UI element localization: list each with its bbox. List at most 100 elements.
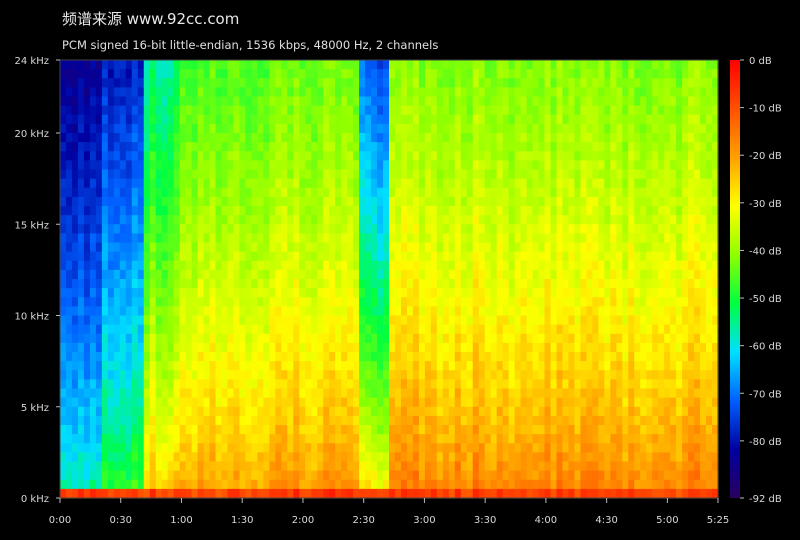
spectrogram-cell [604, 123, 611, 134]
spectrogram-cell [161, 342, 169, 353]
spectrogram-cell [263, 187, 270, 198]
spectrogram-cell [532, 470, 540, 481]
spectrogram-cell [520, 96, 528, 107]
spectrogram-cell [209, 306, 217, 317]
spectrogram-cell [532, 443, 540, 453]
spectrogram-cell [311, 306, 318, 317]
spectrogram-cell [311, 279, 318, 289]
spectrogram-cell [670, 160, 677, 171]
spectrogram-cell [119, 87, 127, 98]
spectrogram-cell [125, 242, 133, 253]
spectrogram-cell [658, 187, 665, 198]
spectrogram-cell [365, 242, 372, 253]
spectrogram-cell [245, 443, 253, 453]
spectrogram-cell [197, 479, 205, 490]
spectrogram-cell [430, 133, 438, 143]
spectrogram-cell [418, 123, 426, 134]
spectrogram-cell [526, 133, 534, 143]
spectrogram-cell [113, 133, 121, 143]
spectrogram-cell [646, 233, 653, 244]
spectrogram-cell [329, 242, 336, 253]
spectrogram-cell [149, 251, 157, 262]
spectrogram-cell [191, 279, 199, 289]
spectrogram-cell [646, 443, 653, 453]
spectrogram-cell [131, 333, 139, 344]
spectrogram-cell [490, 78, 498, 88]
spectrogram-cell [185, 388, 193, 399]
spectrogram-cell [209, 123, 217, 134]
spectrogram-cell [149, 206, 157, 216]
spectrogram-cell [131, 123, 139, 134]
spectrogram-cell [197, 297, 205, 307]
spectrogram-cell [137, 324, 145, 335]
spectrogram-cell [71, 169, 79, 180]
spectrogram-cell [95, 242, 103, 253]
spectrogram-cell [227, 87, 235, 98]
spectrogram-cell [107, 133, 115, 143]
spectrogram-cell [556, 260, 564, 271]
spectrogram-cell [412, 114, 420, 125]
spectrogram-cell [389, 260, 396, 271]
spectrogram-cell [173, 425, 181, 435]
spectrogram-cell [580, 352, 587, 362]
spectrogram-cell [113, 461, 121, 472]
spectrogram-cell [532, 169, 540, 180]
spectrogram-cell [311, 361, 318, 371]
spectrogram-cell [448, 114, 456, 125]
spectrogram-cell [383, 96, 390, 107]
spectrogram-cell [119, 187, 127, 198]
spectrogram-cell [233, 269, 241, 280]
spectrogram-cell [664, 224, 671, 234]
spectrogram-cell [155, 187, 163, 198]
spectrogram-cell [197, 206, 205, 216]
spectrogram-cell [454, 123, 462, 134]
spectrogram-cell [95, 279, 103, 289]
spectrogram-cell [119, 306, 127, 317]
spectrogram-cell [125, 114, 133, 125]
spectrogram-cell [400, 169, 408, 180]
spectrogram-cell [628, 233, 635, 244]
spectrogram-cell [227, 215, 235, 225]
spectrogram-cell [311, 251, 318, 262]
spectrogram-cell [616, 461, 623, 472]
spectrogram-cell [209, 60, 217, 70]
spectrogram-cell [89, 251, 97, 262]
spectrogram-cell [101, 415, 109, 426]
spectrogram-cell [514, 333, 522, 344]
spectrogram-cell [652, 260, 659, 271]
spectrogram-cell [347, 105, 354, 116]
spectrogram-cell [670, 87, 677, 98]
spectrogram-cell [275, 206, 282, 216]
spectrogram-cell [502, 242, 510, 253]
spectrogram-cell [365, 324, 372, 335]
spectrogram-cell [119, 123, 127, 134]
spectrogram-cell [394, 69, 402, 79]
spectrogram-cell [233, 114, 241, 125]
spectrogram-cell [299, 379, 306, 390]
spectrogram-cell [526, 470, 534, 481]
spectrogram-cell [221, 452, 229, 463]
spectrogram-cell [430, 425, 438, 435]
spectrogram-cell [323, 288, 330, 298]
spectrogram-cell [107, 452, 115, 463]
spectrogram-cell [143, 114, 151, 125]
spectrogram-cell [502, 187, 510, 198]
spectrogram-cell [197, 142, 205, 152]
spectrogram-cell [275, 196, 282, 207]
spectrogram-cell [640, 187, 647, 198]
spectrogram-cell [652, 69, 659, 79]
spectrogram-cell [221, 169, 229, 180]
spectrogram-cell [353, 242, 360, 253]
spectrogram-cell [670, 415, 677, 426]
spectrogram-cell [119, 206, 127, 216]
spectrogram-cell [77, 434, 85, 444]
spectrogram-cell [490, 288, 498, 298]
spectrogram-cell [580, 69, 587, 79]
spectrogram-cell [203, 78, 211, 88]
spectrogram-cell [502, 388, 510, 399]
spectrogram-cell [568, 479, 576, 490]
spectrogram-cell [628, 87, 635, 98]
spectrogram-cell [490, 379, 498, 390]
spectrogram-cell [526, 397, 534, 408]
spectrogram-cell [71, 388, 79, 399]
